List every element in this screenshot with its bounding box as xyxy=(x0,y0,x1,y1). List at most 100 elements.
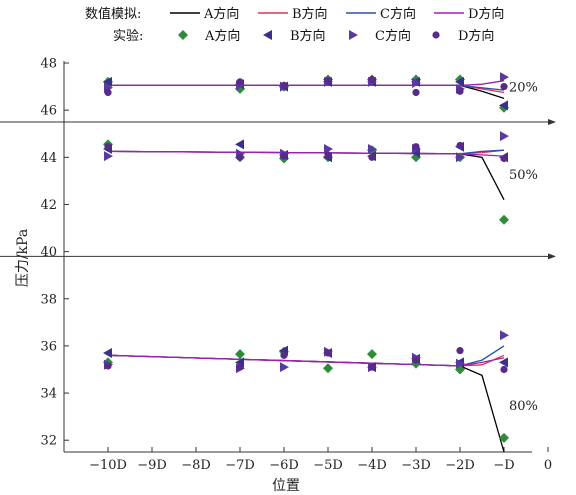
y-tick-label: 34 xyxy=(40,387,57,402)
exp-marker-D xyxy=(236,363,244,371)
exp-marker-B xyxy=(103,76,112,87)
sim-line-C xyxy=(108,84,505,91)
exp-marker-D xyxy=(236,78,244,86)
exp-marker-A xyxy=(499,214,509,225)
exp-marker-D xyxy=(324,151,332,159)
exp-marker-D xyxy=(280,152,288,160)
sim-line-C xyxy=(107,345,505,367)
legend-sim-label: C方向 xyxy=(380,6,416,22)
legend-exp-label: B方向 xyxy=(290,28,326,44)
exp-marker-A xyxy=(323,363,333,374)
exp-marker-C xyxy=(368,144,377,155)
legend-exp-label: C方向 xyxy=(375,28,411,44)
exp-marker-D xyxy=(324,349,332,357)
sim-line-A xyxy=(107,150,505,200)
legend-sim-label: D方向 xyxy=(468,6,504,22)
x-axis-label: 位置 xyxy=(272,478,300,494)
x-tick-label: −2D xyxy=(445,458,475,473)
legend-exp-label: A方向 xyxy=(204,28,240,44)
y-tick-label: 38 xyxy=(40,292,57,307)
experiment-markers xyxy=(103,72,509,443)
exp-marker-C xyxy=(456,358,465,369)
exp-marker-B xyxy=(103,347,112,358)
x-tick-label: −7D xyxy=(225,458,255,473)
legend-sim-label: A方向 xyxy=(203,6,239,22)
legend-sim-label: B方向 xyxy=(292,6,328,22)
exp-marker-C xyxy=(280,362,289,373)
x-tick-label: −D xyxy=(493,458,514,473)
exp-marker-D xyxy=(236,153,244,161)
exp-marker-D xyxy=(500,365,508,374)
legend-exp-title: 实验: xyxy=(113,28,143,44)
legend-sim-title: 数值模拟: xyxy=(85,6,141,22)
exp-marker-B xyxy=(455,76,464,87)
exp-marker-D xyxy=(456,87,464,95)
axis-ticks: 32 34 36 38 40 42 44 46 48 −10D −9D −8D −7D −6D −5D −4D… xyxy=(40,57,552,474)
exp-marker-C xyxy=(500,131,509,142)
exp-marker-A xyxy=(499,432,509,443)
y-tick-label: 40 xyxy=(40,245,57,260)
exp-marker-D xyxy=(412,356,420,364)
legend-exp-label: D方向 xyxy=(458,28,494,44)
x-tick-label: −10D xyxy=(89,458,127,473)
exp-marker-C xyxy=(104,151,113,162)
exp-marker-C xyxy=(500,72,509,83)
y-axis-label: 压力/kPa xyxy=(15,229,31,287)
exp-marker-D xyxy=(500,82,508,91)
x-tick-label: −4D xyxy=(357,458,387,473)
x-tick-label: −9D xyxy=(137,458,167,473)
band-label: 80% xyxy=(509,399,538,414)
sim-line-D xyxy=(107,354,505,367)
exp-marker-C xyxy=(324,144,333,155)
axis-titles: 位置 压力/kPa xyxy=(15,229,300,494)
exp-marker-D xyxy=(412,143,420,151)
exp-marker-D xyxy=(456,141,464,150)
exp-marker-D xyxy=(280,351,288,359)
band-labels: 20% 50% 80% xyxy=(509,81,538,414)
y-tick-label: 32 xyxy=(40,434,57,449)
x-tick-label: −6D xyxy=(269,458,299,473)
exp-marker-B xyxy=(499,100,508,111)
legend-marker-A xyxy=(178,30,188,40)
exp-marker-D xyxy=(104,88,112,97)
legend: 数值模拟: 实验: A方向 A方向 B方向 B方向 C方向 C方向 D方向 D方向 xyxy=(85,6,504,44)
exp-marker-D xyxy=(368,75,376,84)
x-tick-label: −3D xyxy=(401,458,431,473)
exp-marker-C xyxy=(456,152,465,163)
band-label: 20% xyxy=(509,81,538,96)
separator-arrow xyxy=(548,253,556,260)
legend-marker-B xyxy=(263,30,272,40)
exp-marker-D xyxy=(500,154,508,163)
x-tick-label: 0 xyxy=(544,458,552,473)
exp-marker-D xyxy=(324,77,332,85)
simulation-lines xyxy=(107,80,505,453)
sim-line-D xyxy=(108,80,505,87)
y-tick-label: 36 xyxy=(40,339,57,354)
exp-marker-A xyxy=(235,349,245,360)
y-tick-label: 42 xyxy=(40,198,57,213)
x-tick-label: −8D xyxy=(181,458,211,473)
exp-marker-C xyxy=(412,78,421,89)
y-tick-label: 48 xyxy=(40,57,57,72)
separator-arrow xyxy=(548,118,556,125)
band-separators xyxy=(0,118,556,260)
band-label: 50% xyxy=(509,168,538,183)
exp-marker-D xyxy=(104,362,112,370)
exp-marker-D xyxy=(368,363,376,371)
x-tick-label: −5D xyxy=(313,458,343,473)
legend-marker-C xyxy=(349,30,358,40)
sim-line-A xyxy=(108,84,505,100)
legend-marker-D xyxy=(432,31,440,39)
sim-line-A xyxy=(107,354,505,453)
exp-marker-B xyxy=(499,357,508,368)
exp-marker-D xyxy=(412,88,420,97)
y-tick-label: 46 xyxy=(40,104,57,119)
exp-marker-C xyxy=(500,330,509,341)
exp-marker-D xyxy=(280,81,288,89)
exp-marker-D xyxy=(456,347,464,355)
exp-marker-A xyxy=(367,349,377,360)
exp-marker-D xyxy=(368,153,376,161)
exp-marker-D xyxy=(104,143,112,151)
sim-line-D xyxy=(107,150,505,157)
